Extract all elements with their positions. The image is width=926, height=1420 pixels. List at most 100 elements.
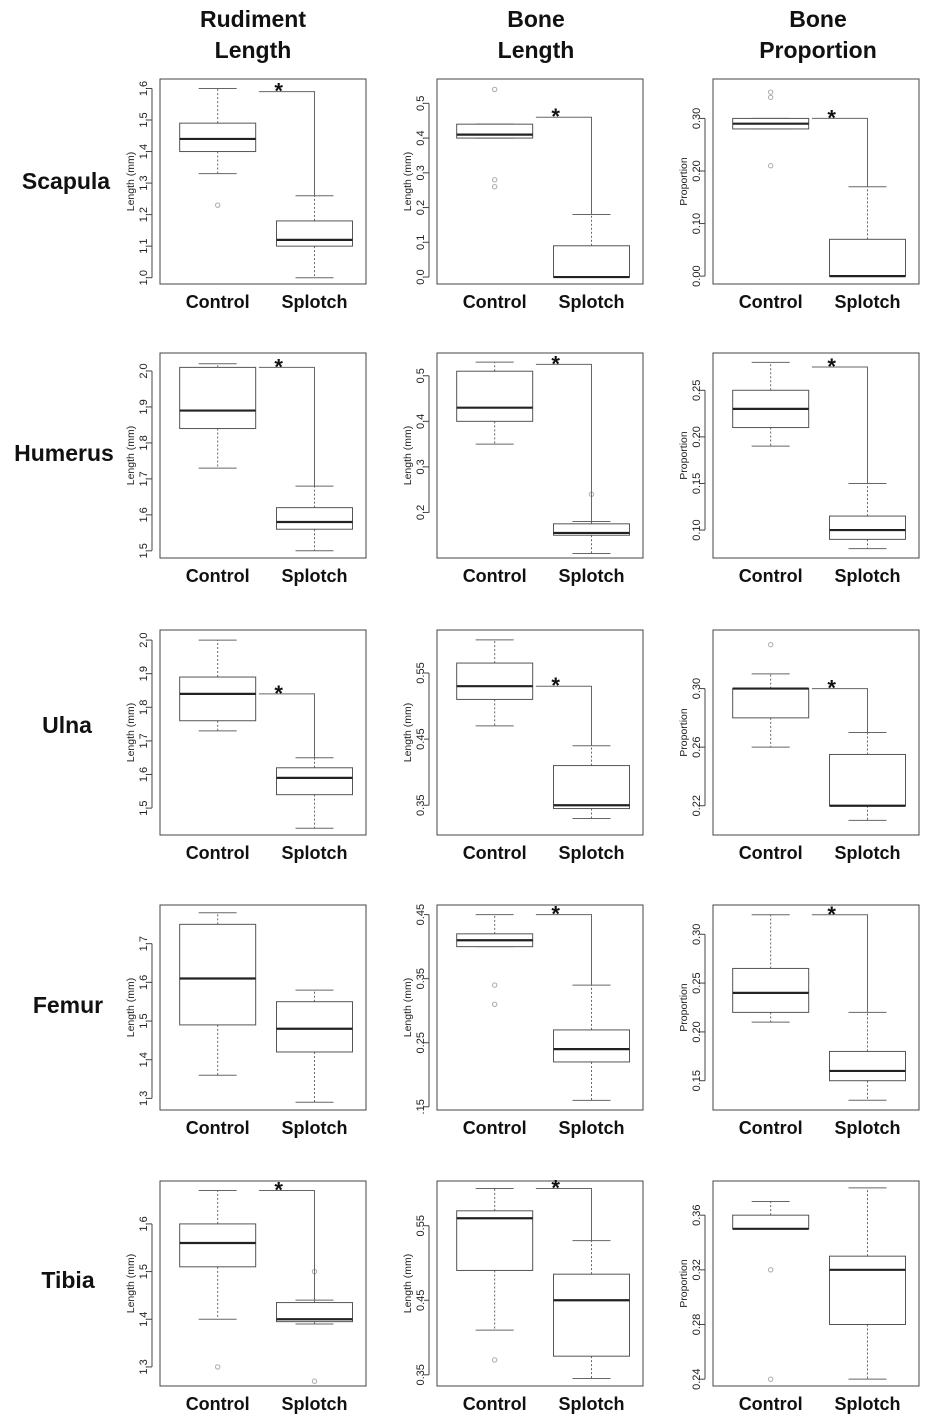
iqr-box <box>829 238 906 277</box>
box-control <box>732 89 810 169</box>
outlier-point <box>491 177 498 183</box>
x-category-label: Control <box>739 843 803 863</box>
box-splotch <box>553 214 630 279</box>
y-tick-label: 0.45 <box>415 904 427 925</box>
significance-star: * <box>827 676 836 701</box>
iqr-box <box>276 220 353 247</box>
x-category-label: Splotch <box>835 843 901 863</box>
plot-frame <box>159 78 367 285</box>
y-tick-label: 0.5 <box>415 368 427 383</box>
panel-tibia-rudiment-length: 1.3 1.4 1.5 1.6 Length (mm) Control Splotch * <box>125 1178 367 1414</box>
y-axis-title: Proportion <box>678 708 690 757</box>
col-title-bone-proportion-line2: Proportion <box>759 37 877 63</box>
y-tick-label: 0.32 <box>691 1259 703 1280</box>
y-tick-label: 0.30 <box>691 678 703 699</box>
significance-bracket <box>535 685 592 746</box>
outlier-point <box>767 641 774 648</box>
iqr-box <box>276 507 353 530</box>
row-labels: Scapula Humerus Ulna Femur Tibia <box>14 168 114 1293</box>
y-axis-title: Proportion <box>678 1259 690 1308</box>
y-tick-label: 0.15 <box>691 473 703 494</box>
iqr-box <box>179 366 257 430</box>
plot-frame <box>436 78 644 285</box>
panel-scapula-bone-length: 0.0 0.1 0.2 0.3 0.4 0.5 Length (mm) Control Splo… <box>402 78 644 312</box>
y-tick-label: 2.0 <box>138 632 150 647</box>
box-control <box>732 1201 810 1382</box>
x-category-label: Control <box>463 1118 527 1138</box>
y-tick-label: 1.6 <box>138 1216 150 1231</box>
y-axis-title: Length (mm) <box>402 1254 414 1314</box>
significance-bracket <box>535 914 592 986</box>
y-tick-label: 2.0 <box>138 363 150 378</box>
iqr-box <box>456 662 534 700</box>
significance-star: * <box>551 351 560 376</box>
panel-femur-bone-length: .15 0.25 0.35 0.45 Length (mm) Control Splotch… <box>402 902 644 1138</box>
y-tick-label: 1.5 <box>138 112 150 127</box>
box-control <box>456 86 534 190</box>
box-control <box>179 639 257 732</box>
y-tick-label: 1.6 <box>138 81 150 96</box>
y-tick-label: 0.00 <box>691 265 703 286</box>
y-tick-label: 1.8 <box>138 700 150 715</box>
box-splotch <box>829 1187 906 1380</box>
y-tick-label: 0.1 <box>415 235 427 250</box>
outlier-point <box>214 1364 221 1370</box>
y-tick-label: 0.25 <box>691 380 703 401</box>
box-control <box>732 361 810 447</box>
x-category-label: Control <box>739 566 803 586</box>
box-splotch <box>829 482 906 550</box>
y-tick-label: 0.10 <box>691 519 703 540</box>
y-tick-label: 1.6 <box>138 767 150 782</box>
y-tick-label: 1.5 <box>138 1013 150 1028</box>
plot-frame <box>436 352 644 559</box>
x-category-label: Control <box>186 843 250 863</box>
y-axis-title: Length (mm) <box>402 703 414 763</box>
plot-frame <box>712 352 920 559</box>
x-category-label: Splotch <box>559 292 625 312</box>
iqr-box <box>276 1302 353 1323</box>
iqr-box <box>553 523 630 536</box>
outlier-point <box>491 184 498 190</box>
significance-bracket <box>535 116 592 215</box>
y-tick-label: 0.20 <box>691 426 703 447</box>
panel-femur-bone-proportion: 0.15 0.20 0.25 0.30 Proportion Control Splotch… <box>678 902 920 1138</box>
y-axis-title: Proportion <box>678 157 690 206</box>
x-category-label: Splotch <box>835 1394 901 1414</box>
iqr-box <box>732 1214 810 1230</box>
outlier-point <box>491 1357 498 1363</box>
row-label-ulna: Ulna <box>42 712 92 738</box>
y-tick-label: 1.9 <box>138 666 150 681</box>
y-tick-label: 1.5 <box>138 543 150 558</box>
significance-star: * <box>551 902 560 927</box>
box-control <box>179 87 257 208</box>
box-splotch <box>553 745 630 819</box>
row-label-scapula: Scapula <box>22 168 110 194</box>
panel-tibia-bone-length: 0.35 0.45 0.55 Length (mm) Control Splotch * <box>402 1175 644 1414</box>
significance-star: * <box>551 104 560 129</box>
outlier-point <box>767 89 774 95</box>
col-title-bone-proportion-line1: Bone <box>789 6 847 32</box>
significance-star: * <box>551 1175 560 1200</box>
x-category-label: Splotch <box>835 1118 901 1138</box>
box-splotch <box>276 757 353 829</box>
row-label-femur: Femur <box>33 992 103 1018</box>
significance-bracket <box>258 91 315 196</box>
box-control <box>732 914 810 1023</box>
significance-star: * <box>827 354 836 379</box>
outlier-point <box>491 86 498 93</box>
y-tick-label: 1.0 <box>138 270 150 285</box>
panel-tibia-bone-proportion: 0.24 0.28 0.32 0.36 Proportion Control Splotch <box>678 1180 920 1414</box>
iqr-box <box>179 122 257 153</box>
y-tick-label: 0.55 <box>415 1215 427 1236</box>
x-category-label: Control <box>739 292 803 312</box>
y-tick-label: 0.3 <box>415 459 427 474</box>
x-category-label: Splotch <box>835 292 901 312</box>
y-axis-title: Proportion <box>678 983 690 1032</box>
x-category-label: Splotch <box>559 566 625 586</box>
iqr-box <box>829 753 906 807</box>
significance-star: * <box>274 1178 283 1203</box>
box-splotch <box>276 1268 353 1384</box>
iqr-box <box>829 515 906 540</box>
iqr-box <box>829 1050 906 1082</box>
